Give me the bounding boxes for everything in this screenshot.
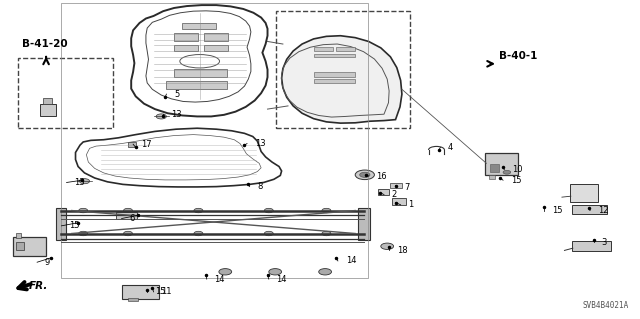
FancyBboxPatch shape (13, 237, 46, 256)
Bar (276, 11, 410, 128)
Circle shape (355, 170, 374, 180)
Bar (204, 45, 228, 51)
FancyBboxPatch shape (485, 153, 518, 175)
Bar (174, 69, 227, 77)
Bar (18, 58, 113, 128)
Bar (16, 242, 24, 250)
Circle shape (219, 269, 232, 275)
Circle shape (319, 269, 332, 275)
Circle shape (322, 208, 331, 213)
Bar (128, 298, 138, 301)
Text: 16: 16 (376, 172, 387, 181)
FancyBboxPatch shape (572, 241, 611, 251)
Text: 13: 13 (74, 178, 85, 187)
Circle shape (381, 243, 394, 249)
Bar (116, 212, 137, 219)
Circle shape (156, 114, 166, 119)
Text: 10: 10 (512, 165, 522, 174)
Text: 4: 4 (448, 143, 453, 152)
Bar (174, 45, 198, 51)
Text: 13: 13 (172, 110, 182, 119)
Bar (61, 3, 368, 278)
Text: 15: 15 (511, 176, 521, 185)
Text: 1: 1 (408, 200, 413, 209)
Bar (174, 33, 198, 41)
Text: 18: 18 (397, 246, 408, 255)
Text: 9: 9 (45, 258, 50, 267)
Circle shape (360, 172, 370, 177)
Circle shape (269, 269, 282, 275)
Bar (43, 98, 52, 104)
Bar (378, 189, 389, 195)
Bar (390, 183, 402, 188)
Bar (182, 23, 216, 29)
Bar (16, 233, 21, 238)
Text: 14: 14 (214, 275, 225, 284)
Bar (358, 208, 370, 240)
Circle shape (79, 179, 90, 184)
Bar (489, 175, 495, 179)
Text: 8: 8 (257, 182, 262, 191)
Text: 14: 14 (346, 256, 356, 265)
Text: 15: 15 (552, 206, 562, 215)
Bar (314, 72, 355, 77)
Text: 2: 2 (392, 190, 397, 199)
Circle shape (264, 208, 273, 213)
FancyBboxPatch shape (570, 184, 598, 202)
Circle shape (79, 208, 88, 213)
Bar (314, 79, 355, 83)
Text: FR.: FR. (29, 281, 48, 292)
Circle shape (503, 170, 511, 174)
Text: 11: 11 (161, 287, 172, 296)
Text: SVB4B4021A: SVB4B4021A (582, 301, 628, 310)
FancyBboxPatch shape (122, 285, 159, 299)
Bar (392, 198, 406, 205)
Bar (314, 54, 355, 57)
Text: B-40-1: B-40-1 (499, 51, 538, 61)
Circle shape (264, 231, 273, 236)
Circle shape (194, 208, 203, 213)
Bar (490, 164, 499, 172)
Bar (40, 104, 56, 116)
Circle shape (322, 231, 331, 236)
Circle shape (194, 231, 203, 236)
Text: 7: 7 (404, 183, 410, 192)
Text: 17: 17 (141, 140, 152, 149)
Polygon shape (282, 36, 402, 123)
Bar (314, 47, 333, 51)
Text: 12: 12 (598, 206, 608, 215)
Bar (56, 208, 66, 240)
Bar (204, 33, 228, 41)
Text: 15: 15 (155, 287, 165, 296)
Text: 14: 14 (276, 275, 287, 284)
Bar (166, 81, 227, 89)
Text: 3: 3 (602, 238, 607, 247)
FancyBboxPatch shape (572, 205, 607, 214)
Circle shape (79, 231, 88, 236)
Bar (336, 47, 355, 51)
Text: 6: 6 (129, 214, 134, 223)
Circle shape (124, 208, 132, 213)
Text: 13: 13 (255, 139, 266, 148)
Text: B-41-20: B-41-20 (22, 40, 68, 49)
Bar (128, 142, 136, 147)
Circle shape (124, 231, 132, 236)
Text: 5: 5 (174, 90, 179, 99)
Text: 15: 15 (69, 221, 79, 230)
